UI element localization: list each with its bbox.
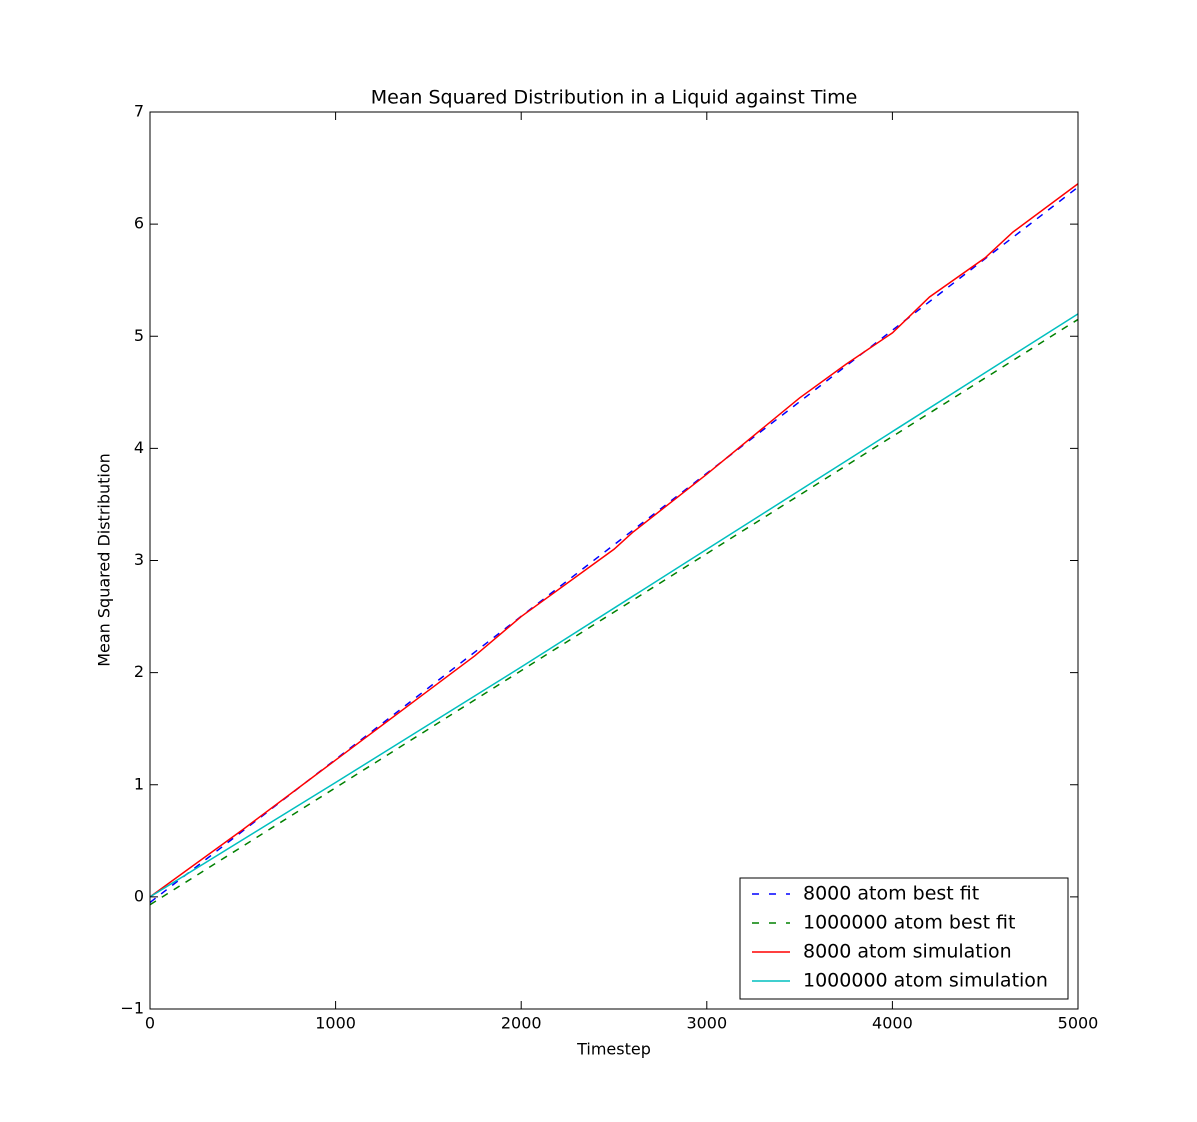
y-axis-label: Mean Squared Distribution (95, 453, 114, 667)
x-tick-label: 4000 (872, 1014, 913, 1033)
y-tick-label: 7 (134, 102, 144, 121)
legend-box (739, 877, 1069, 1000)
legend-label: 1000000 atom simulation (803, 970, 1048, 992)
series-line (149, 318, 1079, 906)
y-tick-label: 5 (134, 326, 144, 345)
legend-label: 1000000 atom best fit (803, 912, 1015, 934)
x-tick-label: 3000 (686, 1014, 727, 1033)
chart-title: Mean Squared Distribution in a Liquid ag… (371, 87, 858, 109)
y-tick-label: 2 (134, 662, 144, 681)
y-tick-label: −1 (120, 999, 144, 1018)
x-tick-label: 2000 (501, 1014, 542, 1033)
y-tick-label: 6 (134, 214, 144, 233)
x-tick-label: 1000 (315, 1014, 356, 1033)
legend-label: 8000 atom simulation (803, 941, 1012, 963)
series-line (149, 313, 1079, 898)
x-axis-label: Timestep (576, 1040, 651, 1059)
x-tick-label: 5000 (1058, 1014, 1099, 1033)
y-tick-label: 4 (134, 438, 144, 457)
legend-label: 8000 atom best fit (803, 883, 979, 905)
y-tick-label: 3 (134, 550, 144, 569)
y-tick-label: 1 (134, 774, 144, 793)
y-tick-label: 0 (134, 886, 144, 905)
plot-frame (149, 111, 1079, 1010)
series-line (149, 183, 1079, 898)
x-tick-label: 0 (145, 1014, 155, 1033)
